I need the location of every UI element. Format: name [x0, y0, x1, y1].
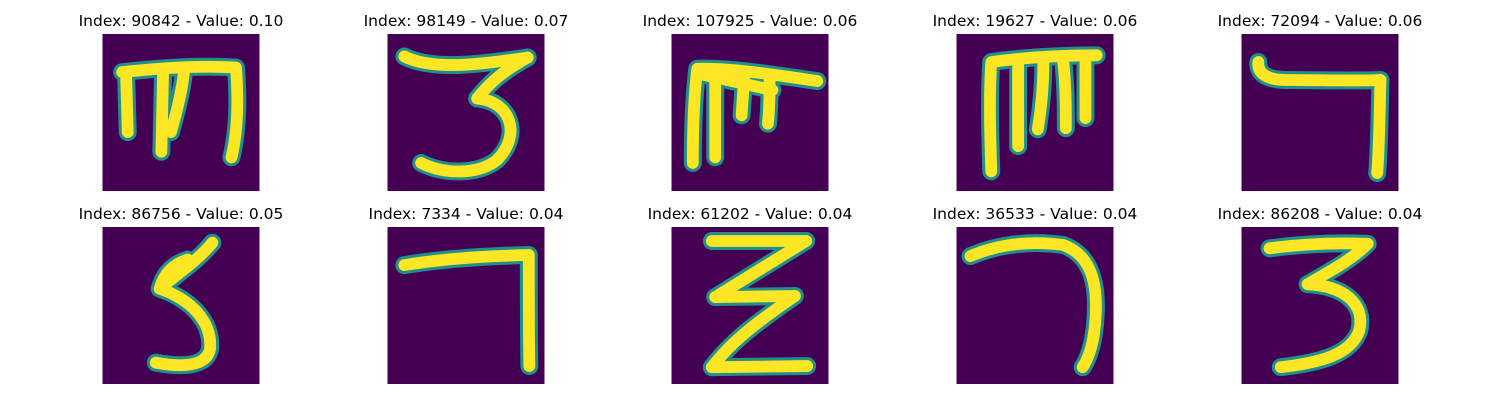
digit-image-m-tall	[956, 34, 1114, 191]
panel-title: Index: 86756 - Value: 0.05	[78, 205, 284, 223]
glyph-stroke	[1274, 278, 1367, 374]
glyph-stroke	[155, 67, 169, 158]
panel-title: Index: 86208 - Value: 0.04	[1217, 205, 1423, 223]
glyph-stroke	[1252, 56, 1387, 87]
glyph-stroke	[225, 61, 244, 164]
glyph-stroke	[709, 235, 812, 303]
digit-image-5	[102, 227, 260, 384]
panel-7: Index: 7334 - Value: 0.04	[346, 205, 586, 395]
glyph-stroke	[705, 290, 801, 374]
glyph-stroke	[522, 249, 536, 372]
digit-image-z	[671, 227, 829, 384]
panel-1: Index: 90842 - Value: 0.10	[61, 12, 301, 202]
glyph-stroke	[1263, 237, 1374, 255]
digit-image-m-bold	[671, 34, 829, 191]
glyph-stroke	[1371, 74, 1387, 179]
panel-9: Index: 36533 - Value: 0.04	[915, 205, 1155, 395]
glyph-stroke	[964, 237, 1102, 374]
glyph-stroke	[690, 67, 779, 96]
panel-title: Index: 61202 - Value: 0.04	[647, 205, 853, 223]
glyph-stroke	[153, 253, 194, 295]
glyph-stroke	[398, 50, 534, 71]
digit-image-3-b	[1241, 227, 1399, 384]
glyph-stroke	[415, 92, 517, 178]
panel-title: Index: 19627 - Value: 0.06	[932, 12, 1138, 30]
panel-title: Index: 7334 - Value: 0.04	[368, 205, 564, 223]
glyph-stroke	[116, 60, 242, 79]
panel-title: Index: 98149 - Value: 0.07	[363, 12, 569, 30]
panel-5: Index: 72094 - Value: 0.06	[1200, 12, 1440, 202]
glyph-stroke	[709, 290, 801, 303]
panel-8: Index: 61202 - Value: 0.04	[630, 205, 870, 395]
panel-3: Index: 107925 - Value: 0.06	[630, 12, 870, 202]
panel-title: Index: 36533 - Value: 0.04	[932, 205, 1138, 223]
digit-image-7-curve	[956, 227, 1114, 384]
glyph-stroke	[1057, 53, 1072, 135]
glyph-stroke	[149, 236, 219, 372]
glyph-stroke	[165, 67, 190, 139]
panel-title: Index: 90842 - Value: 0.10	[78, 12, 284, 30]
digit-image-7-corner	[387, 227, 545, 384]
glyph-stroke	[120, 66, 134, 139]
glyph-stroke	[1031, 56, 1050, 136]
digit-image-7	[1241, 34, 1399, 191]
glyph-stroke	[705, 360, 814, 374]
panel-4: Index: 19627 - Value: 0.06	[915, 12, 1155, 202]
panel-2: Index: 98149 - Value: 0.07	[346, 12, 586, 202]
glyph-stroke	[398, 249, 535, 272]
panel-title: Index: 72094 - Value: 0.06	[1217, 12, 1423, 30]
panel-title: Index: 107925 - Value: 0.06	[642, 12, 858, 30]
panel-10: Index: 86208 - Value: 0.04	[1200, 205, 1440, 395]
panel-6: Index: 86756 - Value: 0.05	[61, 205, 301, 395]
digit-image-3	[387, 34, 545, 191]
digit-image-m	[102, 34, 260, 191]
